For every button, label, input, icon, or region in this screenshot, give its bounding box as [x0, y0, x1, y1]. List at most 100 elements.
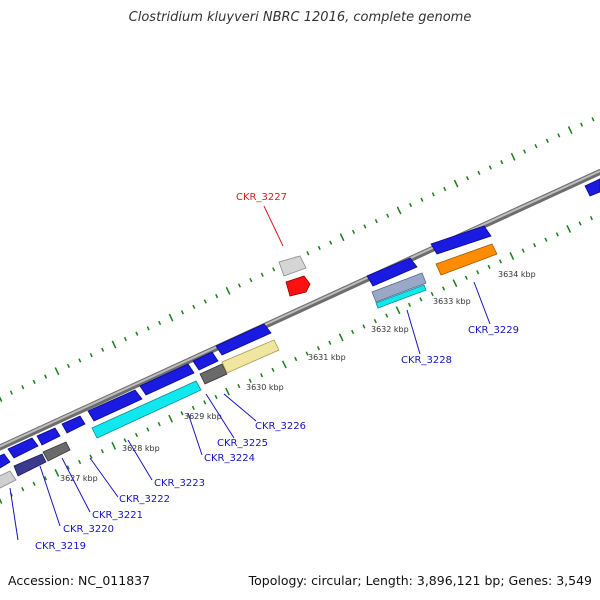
gene-label[interactable]: CKR_3220	[63, 524, 114, 535]
track-dot	[32, 379, 36, 385]
topology-summary: Topology: circular; Length: 3,896,121 bp…	[248, 573, 592, 588]
gene-label[interactable]: CKR_3219	[35, 541, 86, 552]
track-dot	[476, 270, 480, 275]
track-dot	[328, 340, 332, 345]
gene-label[interactable]: CKR_3228	[401, 355, 452, 366]
gene-leader-line	[127, 439, 153, 481]
track-dot	[453, 179, 459, 188]
gene-block[interactable]	[7, 437, 39, 459]
track-dot	[66, 465, 70, 470]
gene-block-grey[interactable]	[278, 255, 307, 277]
track-dot	[534, 143, 538, 149]
track-dot	[249, 277, 253, 283]
track-dot	[523, 149, 527, 154]
gene-block[interactable]	[371, 272, 427, 303]
gene-block-red[interactable]	[285, 275, 311, 297]
kbp-tick-label: 3629 kbp	[184, 412, 222, 421]
track-dot	[487, 264, 491, 270]
track-dot	[464, 275, 468, 280]
kbp-tick-label: 3634 kbp	[498, 270, 536, 279]
track-dot	[362, 324, 366, 329]
gene-block[interactable]	[87, 389, 143, 422]
accession-label: Accession: NC_011837	[8, 573, 151, 588]
track-dot	[305, 351, 309, 356]
inner-dotted-track	[0, 215, 593, 504]
track-dot	[180, 310, 184, 315]
gene-block[interactable]	[584, 178, 600, 197]
track-dot	[544, 237, 548, 242]
track-dot	[66, 363, 70, 368]
gene-block[interactable]	[435, 243, 498, 276]
kbp-tick-label: 3630 kbp	[246, 383, 284, 392]
gene-block[interactable]	[42, 441, 71, 462]
track-dot	[317, 245, 321, 251]
gene-leader-line	[89, 457, 119, 498]
gene-label[interactable]: CKR_3229	[468, 325, 519, 336]
forward-strand-genes	[0, 178, 600, 470]
track-dot	[237, 384, 241, 389]
track-dot	[0, 396, 3, 402]
kbp-tick-label: 3627 kbp	[60, 474, 98, 483]
gene-block[interactable]	[375, 284, 427, 309]
track-dot	[248, 378, 252, 383]
gene-leader-line	[39, 465, 61, 527]
track-dot	[339, 233, 345, 242]
gene-block[interactable]	[221, 339, 280, 374]
gene-label[interactable]: CKR_3227	[236, 192, 287, 203]
track-dot	[158, 320, 162, 326]
gene-block[interactable]	[366, 257, 418, 287]
genome-backbone-highlight	[0, 170, 600, 448]
track-dot	[146, 427, 150, 432]
gene-block[interactable]	[0, 453, 11, 470]
gene-leader-line	[61, 457, 91, 513]
track-dot	[557, 133, 561, 138]
track-dot	[306, 251, 310, 256]
gene-label[interactable]: CKR_3226	[255, 421, 306, 432]
gene-block[interactable]	[139, 363, 195, 396]
track-dot	[214, 394, 218, 400]
gene-block[interactable]	[215, 323, 272, 356]
gene-block[interactable]	[91, 380, 202, 439]
track-dot	[191, 405, 195, 410]
gene-block[interactable]	[199, 363, 228, 385]
gene-block[interactable]	[430, 225, 492, 255]
gene-block[interactable]	[192, 351, 219, 371]
track-dot	[466, 176, 470, 181]
track-dot	[363, 224, 367, 229]
kbp-tick-label: 3628 kbp	[122, 444, 160, 453]
gene-block[interactable]	[13, 453, 47, 477]
track-dot	[260, 272, 264, 277]
track-dot	[420, 197, 424, 202]
track-dot	[510, 152, 516, 161]
track-dot	[21, 385, 25, 390]
track-dot	[123, 438, 127, 443]
track-dot	[0, 498, 3, 504]
track-dot	[408, 202, 413, 208]
track-dot	[192, 304, 196, 310]
track-dot	[272, 267, 276, 272]
kbp-tick-labels: 3627 kbp 3628 kbp 3629 kbp 3630 kbp 3631 kbp…	[60, 270, 536, 483]
gene-label[interactable]: CKR_3224	[204, 453, 255, 464]
gene-block[interactable]	[0, 470, 17, 489]
track-dot	[442, 286, 446, 291]
track-dot	[351, 229, 356, 234]
track-dot	[407, 302, 411, 307]
gene-label[interactable]: CKR_3223	[154, 478, 205, 489]
track-dot	[146, 326, 150, 331]
track-dot	[477, 170, 481, 176]
track-dot	[443, 186, 447, 192]
track-dot	[555, 232, 559, 237]
track-dot	[591, 117, 595, 122]
gene-block[interactable]	[61, 415, 86, 434]
track-dot	[157, 421, 161, 427]
gene-label[interactable]: CKR_3221	[92, 510, 143, 521]
outer-dotted-track	[0, 117, 595, 402]
gene-label[interactable]: CKR_3225	[217, 438, 268, 449]
gene-label[interactable]: CKR_3222	[119, 494, 170, 505]
track-dot	[385, 313, 389, 318]
track-dot	[54, 367, 60, 376]
track-dot	[260, 373, 264, 378]
track-dot	[509, 252, 515, 260]
track-dot	[386, 213, 390, 218]
gene-block[interactable]	[36, 427, 61, 446]
